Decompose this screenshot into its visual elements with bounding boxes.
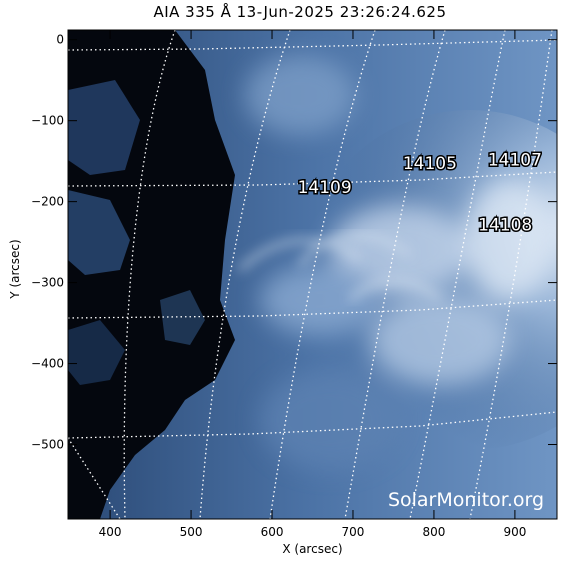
x-tick-label: 900 xyxy=(503,525,526,539)
image-title: AIA 335 Å 13-Jun-2025 23:26:24.625 xyxy=(153,3,447,21)
coronal-hole xyxy=(68,30,235,519)
region-label: 14105 xyxy=(403,154,457,174)
coordinate-grid xyxy=(68,30,557,519)
y-tick-label: −400 xyxy=(31,357,64,371)
region-labels: 14109 14105 14107 14108 xyxy=(296,149,543,237)
x-tick-label: 600 xyxy=(261,525,284,539)
x-tick-label: 800 xyxy=(422,525,445,539)
y-tick-label: 0 xyxy=(56,33,64,47)
x-tick-label: 400 xyxy=(99,525,122,539)
region-label: 14107 xyxy=(488,151,542,171)
x-axis-label: X (arcsec) xyxy=(282,542,343,556)
y-tick-label: −200 xyxy=(31,195,64,209)
region-label: 14108 xyxy=(478,215,532,235)
solar-image xyxy=(68,30,557,519)
y-tick-label: −500 xyxy=(31,438,64,452)
plot-frame xyxy=(67,29,558,520)
watermark: SolarMonitor.org xyxy=(388,489,544,511)
y-tick-label: −300 xyxy=(31,276,64,290)
y-tick-label: −100 xyxy=(31,114,64,128)
region-label: 14109 xyxy=(298,178,352,198)
y-axis-label: Y (arcsec) xyxy=(8,239,22,299)
x-tick-label: 500 xyxy=(180,525,203,539)
x-tick-label: 700 xyxy=(342,525,365,539)
axis-ticks: 400 500 600 700 800 900 0 −100 −200 −300 −400 −500 xyxy=(31,30,557,539)
